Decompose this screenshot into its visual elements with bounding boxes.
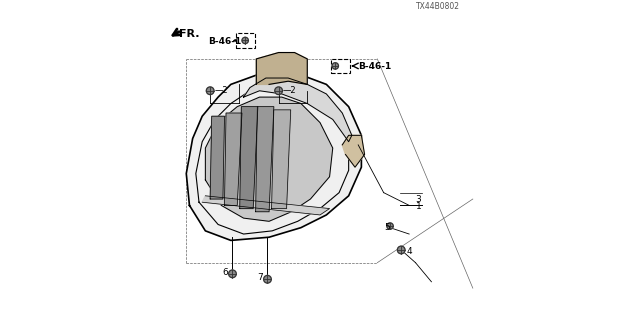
Text: 1: 1 [415, 203, 421, 212]
Text: 3: 3 [415, 195, 421, 204]
Circle shape [387, 223, 393, 229]
Polygon shape [210, 116, 225, 199]
Text: TX44B0802: TX44B0802 [416, 2, 460, 11]
Text: 4: 4 [406, 247, 412, 256]
Text: B-46-1: B-46-1 [208, 37, 241, 46]
FancyBboxPatch shape [331, 59, 350, 73]
Polygon shape [244, 78, 352, 142]
Polygon shape [256, 107, 274, 212]
Text: —2: —2 [214, 86, 228, 95]
Polygon shape [186, 72, 362, 240]
Polygon shape [205, 97, 333, 221]
Polygon shape [271, 110, 291, 209]
Polygon shape [240, 107, 258, 209]
Circle shape [264, 276, 271, 283]
Polygon shape [257, 52, 307, 84]
Polygon shape [202, 196, 330, 215]
Polygon shape [342, 135, 365, 167]
Text: 6: 6 [222, 268, 228, 277]
Circle shape [397, 246, 405, 254]
Circle shape [275, 87, 282, 95]
Polygon shape [225, 113, 242, 205]
Circle shape [228, 270, 236, 278]
Text: FR.: FR. [179, 28, 200, 39]
Text: 7: 7 [257, 273, 262, 282]
Circle shape [332, 63, 339, 69]
Text: B-46-1: B-46-1 [358, 62, 392, 71]
Text: —2: —2 [283, 86, 296, 95]
FancyBboxPatch shape [236, 34, 255, 48]
Circle shape [242, 37, 248, 44]
Text: 5: 5 [384, 223, 390, 232]
Circle shape [206, 87, 214, 95]
